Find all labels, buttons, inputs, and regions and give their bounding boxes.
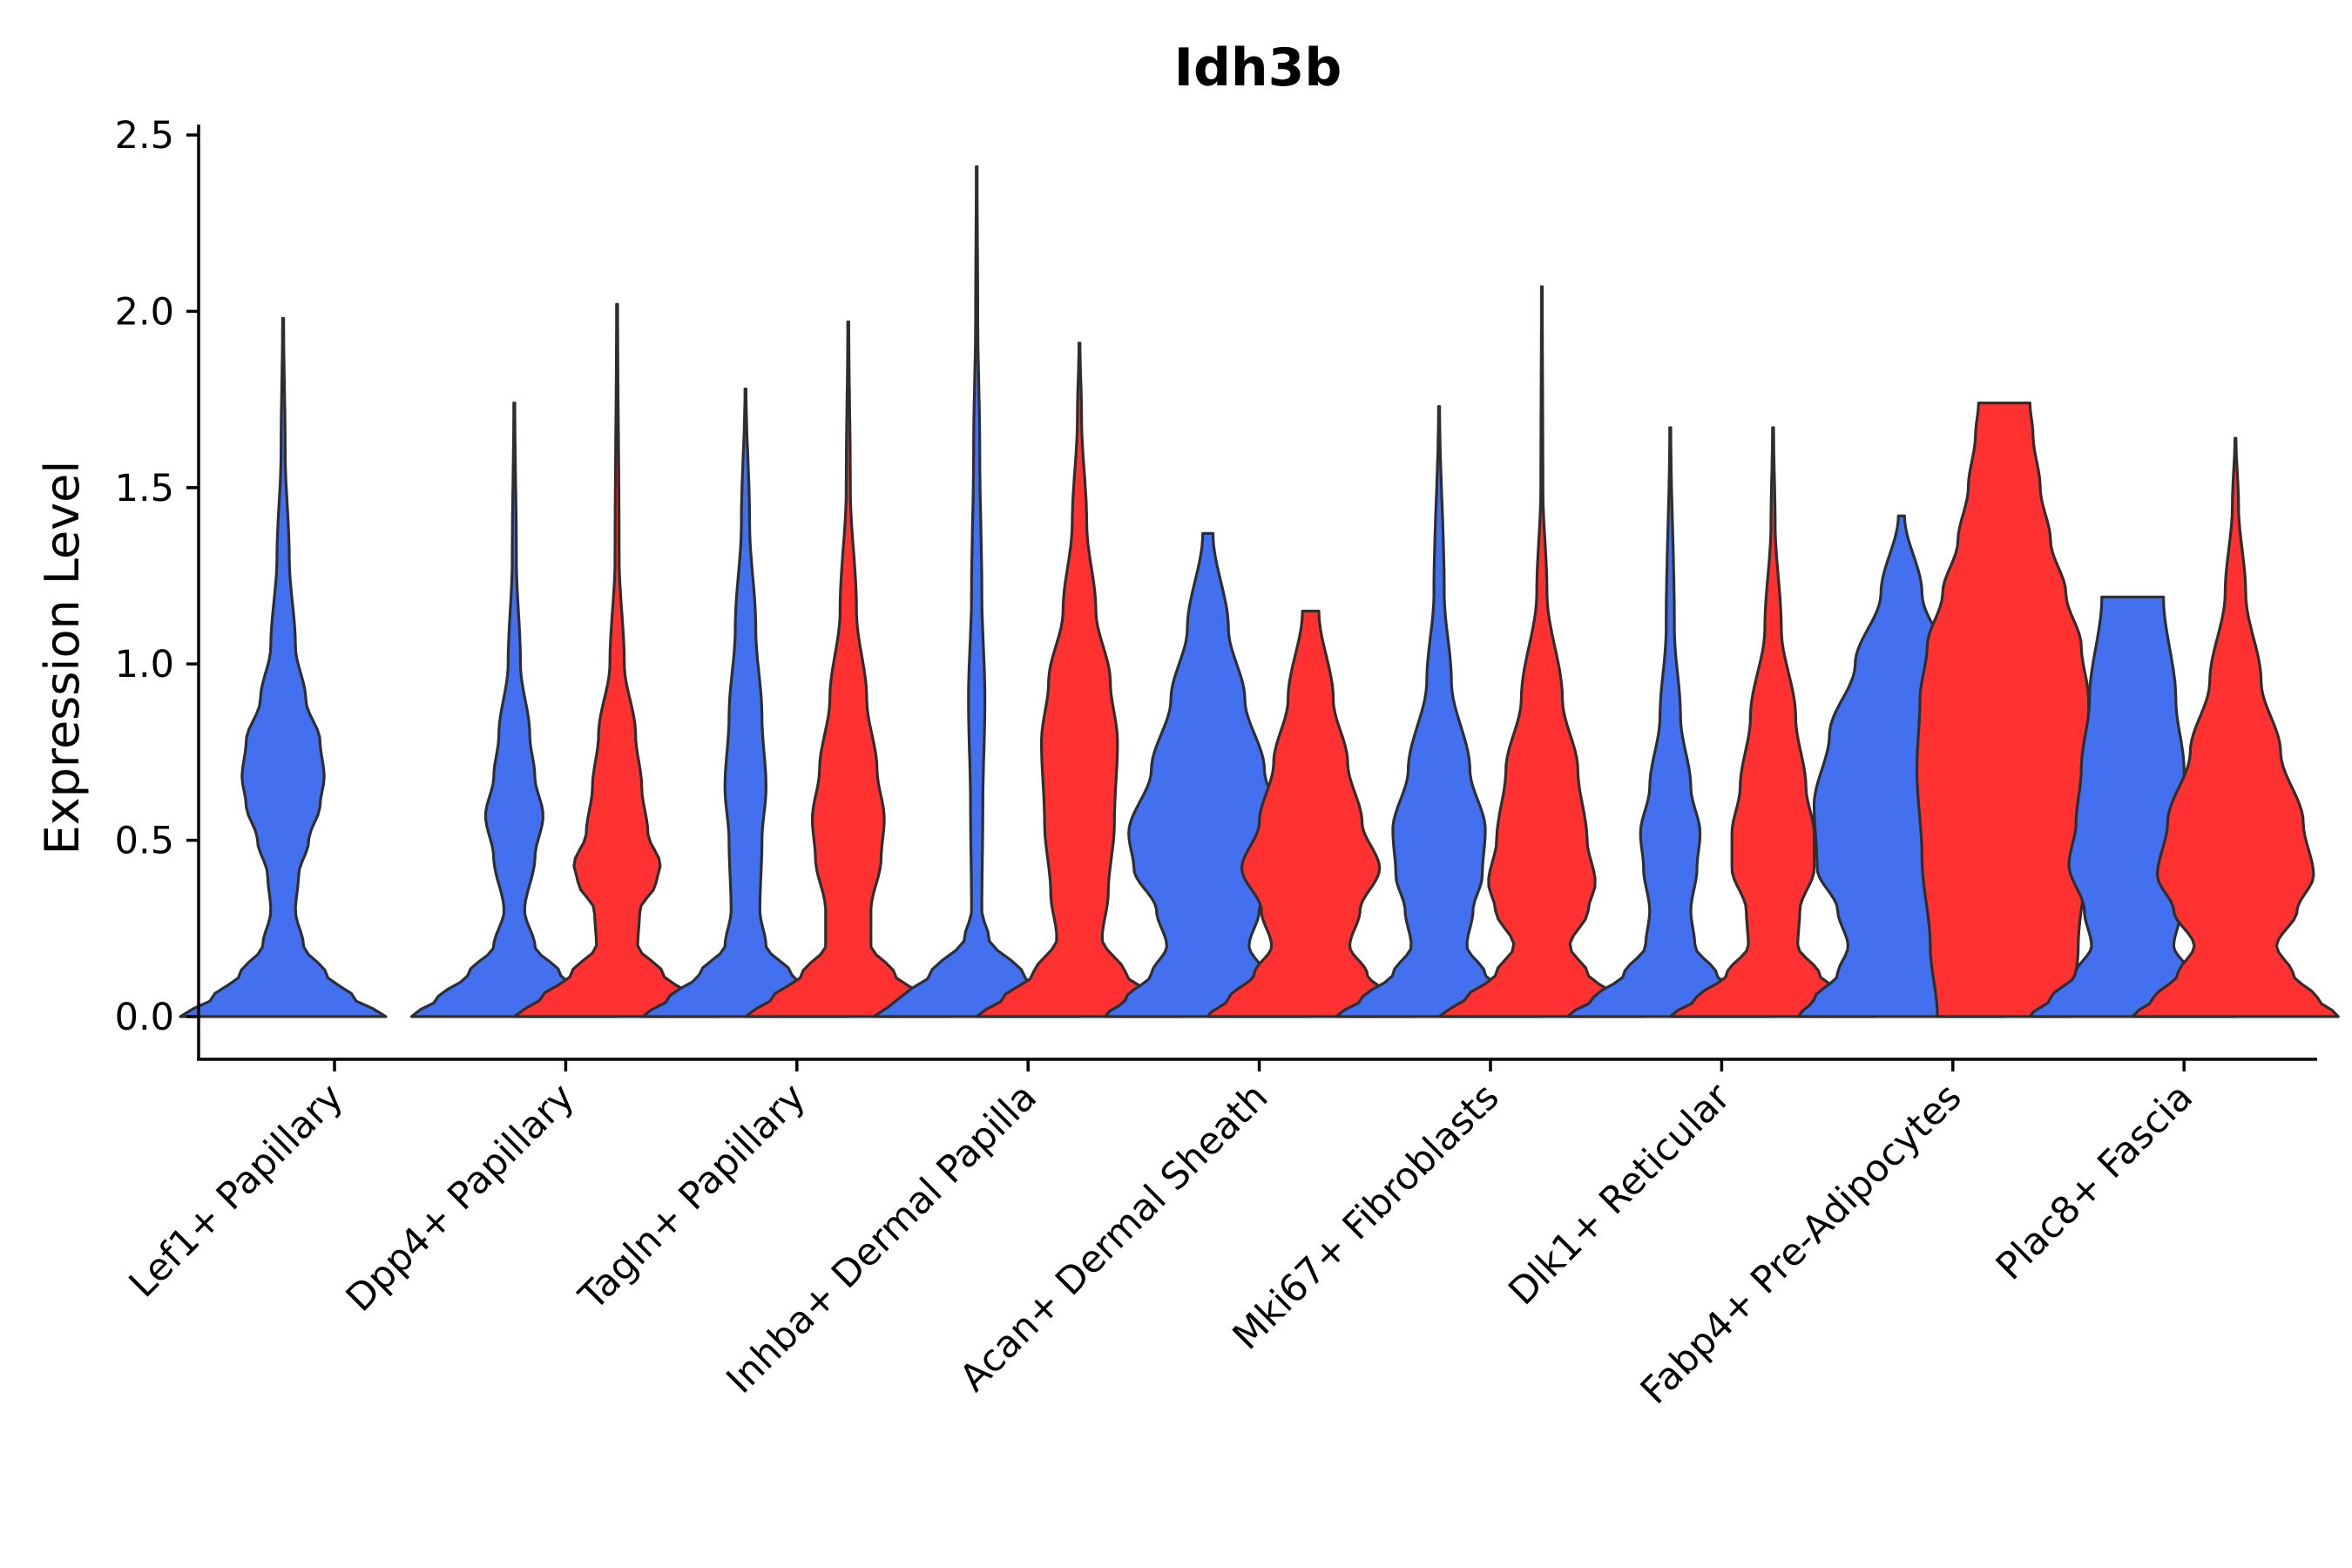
x-tick-label: Mki67+ Fibroblasts xyxy=(1225,1075,1508,1358)
x-tick-label: Tagln+ Papillary xyxy=(571,1075,814,1319)
violin-red xyxy=(1668,426,1877,1018)
violin-blue xyxy=(409,402,618,1018)
violin-red xyxy=(512,302,721,1018)
y-tick-label: 2.0 xyxy=(115,290,174,334)
y-tick-label: 1.0 xyxy=(115,643,174,686)
violin-red xyxy=(2131,436,2340,1018)
axes xyxy=(197,125,2317,1061)
violin-red xyxy=(1915,402,2093,1018)
y-ticks: 0.0 0.5 1.0 1.5 2.0 2.5 xyxy=(115,114,199,1039)
y-axis-label: Expression Level xyxy=(35,461,90,855)
violin-blue xyxy=(179,316,388,1018)
y-tick-label: 1.5 xyxy=(115,467,174,510)
x-tick-label: Plac8+ Fascia xyxy=(1988,1075,2201,1288)
x-tick-label: Lef1+ Papillary xyxy=(121,1075,352,1306)
violin-blue xyxy=(641,387,850,1018)
violin-group xyxy=(179,165,2340,1018)
violin-red xyxy=(975,341,1184,1018)
x-tick-label: Dlk1+ Reticular xyxy=(1500,1075,1739,1314)
x-tick-label: Dpp4+ Papillary xyxy=(338,1075,583,1320)
violin-blue xyxy=(1565,426,1774,1018)
y-tick-label: 2.5 xyxy=(115,114,174,158)
violin-blue xyxy=(872,165,1081,1018)
y-tick-label: 0.0 xyxy=(115,996,174,1039)
chart-title: Idh3b xyxy=(1174,37,1342,98)
violin-red xyxy=(1206,609,1416,1018)
violin-red xyxy=(1437,285,1646,1018)
violin-red xyxy=(744,320,953,1018)
violin-blue xyxy=(1335,405,1544,1018)
y-tick-label: 0.5 xyxy=(115,820,174,863)
